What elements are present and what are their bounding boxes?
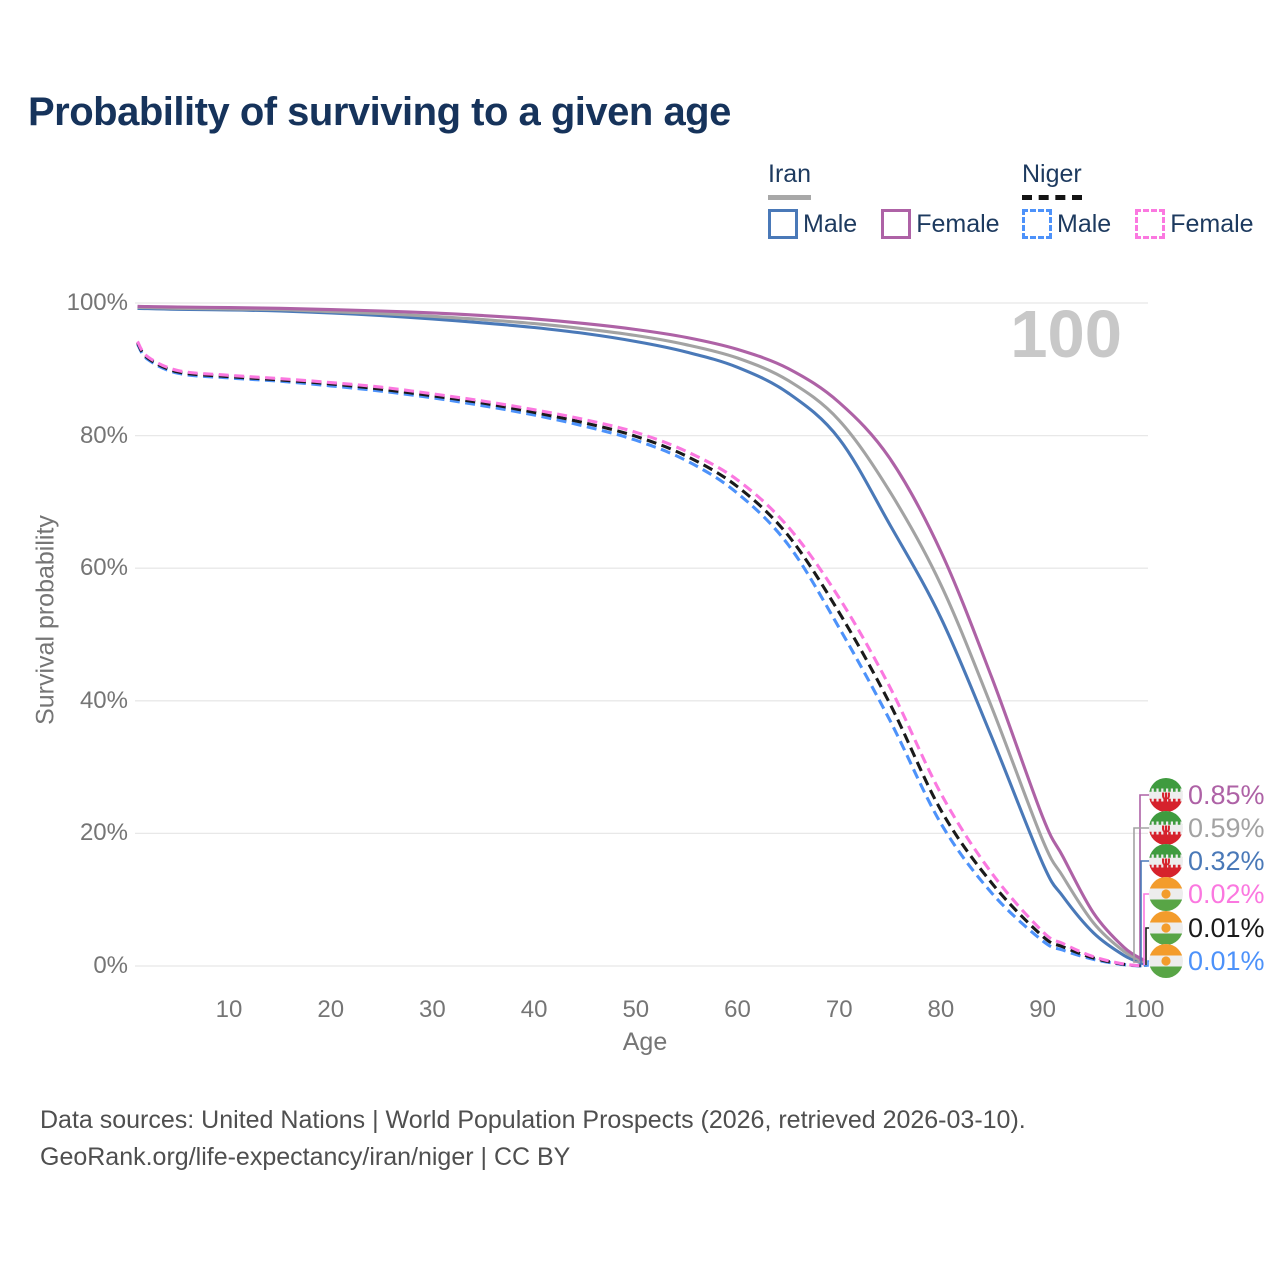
legend-label: Female <box>916 209 1000 238</box>
data-sources-text: Data sources: United Nations | World Pop… <box>40 1106 1026 1134</box>
x-axis-label: Age <box>622 1028 668 1056</box>
x-tick-label: 20 <box>317 996 345 1023</box>
legend-group-iran: Iran Male Female <box>768 160 1000 239</box>
connector-iran-female <box>1139 794 1152 962</box>
x-tick-label: 100 <box>1124 996 1165 1023</box>
x-tick-label: 30 <box>419 996 446 1023</box>
legend-item-iran-female[interactable]: Female <box>881 209 1000 239</box>
legend-title-niger: Niger <box>1022 160 1082 200</box>
legend-label: Male <box>1057 209 1112 238</box>
x-tick-label: 80 <box>927 996 955 1023</box>
niger-flag-icon <box>1149 944 1183 978</box>
legend-label: Male <box>803 209 858 238</box>
legend-group-niger: Niger Male Female <box>1022 160 1254 239</box>
iran-flag-icon <box>1149 844 1183 878</box>
x-tick-label: 40 <box>520 996 548 1023</box>
end-label-niger-female: 0.02% <box>1149 877 1265 911</box>
end-value: 0.59% <box>1188 812 1265 843</box>
end-value: 0.01% <box>1188 912 1265 943</box>
x-tick-label: 60 <box>724 996 751 1023</box>
series-niger-all-line <box>136 341 1145 968</box>
x-tick-label: 10 <box>215 996 243 1023</box>
legend-label: Female <box>1170 209 1254 238</box>
connector-iran-all <box>1133 827 1152 963</box>
page-title: Probability of surviving to a given age <box>28 90 731 134</box>
end-value: 0.85% <box>1188 779 1265 810</box>
series-iran-female-line <box>137 304 1146 962</box>
legend-item-niger-female[interactable]: Female <box>1135 209 1254 239</box>
end-label-iran-female: 0.85% <box>1149 778 1265 812</box>
iran-male-swatch-icon <box>768 209 798 239</box>
connector-iran-male <box>1140 860 1152 965</box>
y-tick-label: 0% <box>93 952 128 979</box>
y-tick-label: 60% <box>79 554 128 582</box>
series-iran-male-line <box>137 306 1145 966</box>
iran-female-swatch-icon <box>881 209 912 239</box>
iran-flag-icon <box>1149 811 1183 845</box>
niger-female-swatch-icon <box>1135 209 1166 239</box>
attribution-text: GeoRank.org/life-expectancy/iran/niger |… <box>40 1143 571 1171</box>
x-tick-label: 50 <box>622 996 650 1023</box>
y-tick-label: 40% <box>79 686 128 714</box>
legend-item-iran-male[interactable]: Male <box>768 209 857 239</box>
y-tick-label: 80% <box>79 421 128 449</box>
x-tick-label: 90 <box>1029 996 1056 1023</box>
age-watermark: 100 <box>1010 297 1122 372</box>
end-label-iran-male: 0.32% <box>1149 844 1265 878</box>
iran-flag-icon <box>1149 778 1183 812</box>
end-label-niger-all: 0.01% <box>1149 911 1265 945</box>
end-value: 0.01% <box>1188 945 1265 976</box>
end-value: 0.32% <box>1188 845 1265 876</box>
niger-flag-icon <box>1149 877 1183 911</box>
end-value: 0.02% <box>1188 878 1265 909</box>
niger-flag-icon <box>1149 911 1183 945</box>
legend-title-iran: Iran <box>768 160 812 200</box>
y-tick-label: 100% <box>66 289 128 316</box>
end-label-iran-all: 0.59% <box>1149 811 1265 845</box>
niger-male-swatch-icon <box>1022 209 1052 239</box>
y-tick-label: 20% <box>79 819 128 847</box>
legend-item-niger-male[interactable]: Male <box>1022 209 1111 239</box>
series-iran-all-line <box>137 305 1146 964</box>
x-tick-label: 70 <box>825 996 853 1023</box>
end-label-niger-male: 0.01% <box>1149 944 1265 978</box>
